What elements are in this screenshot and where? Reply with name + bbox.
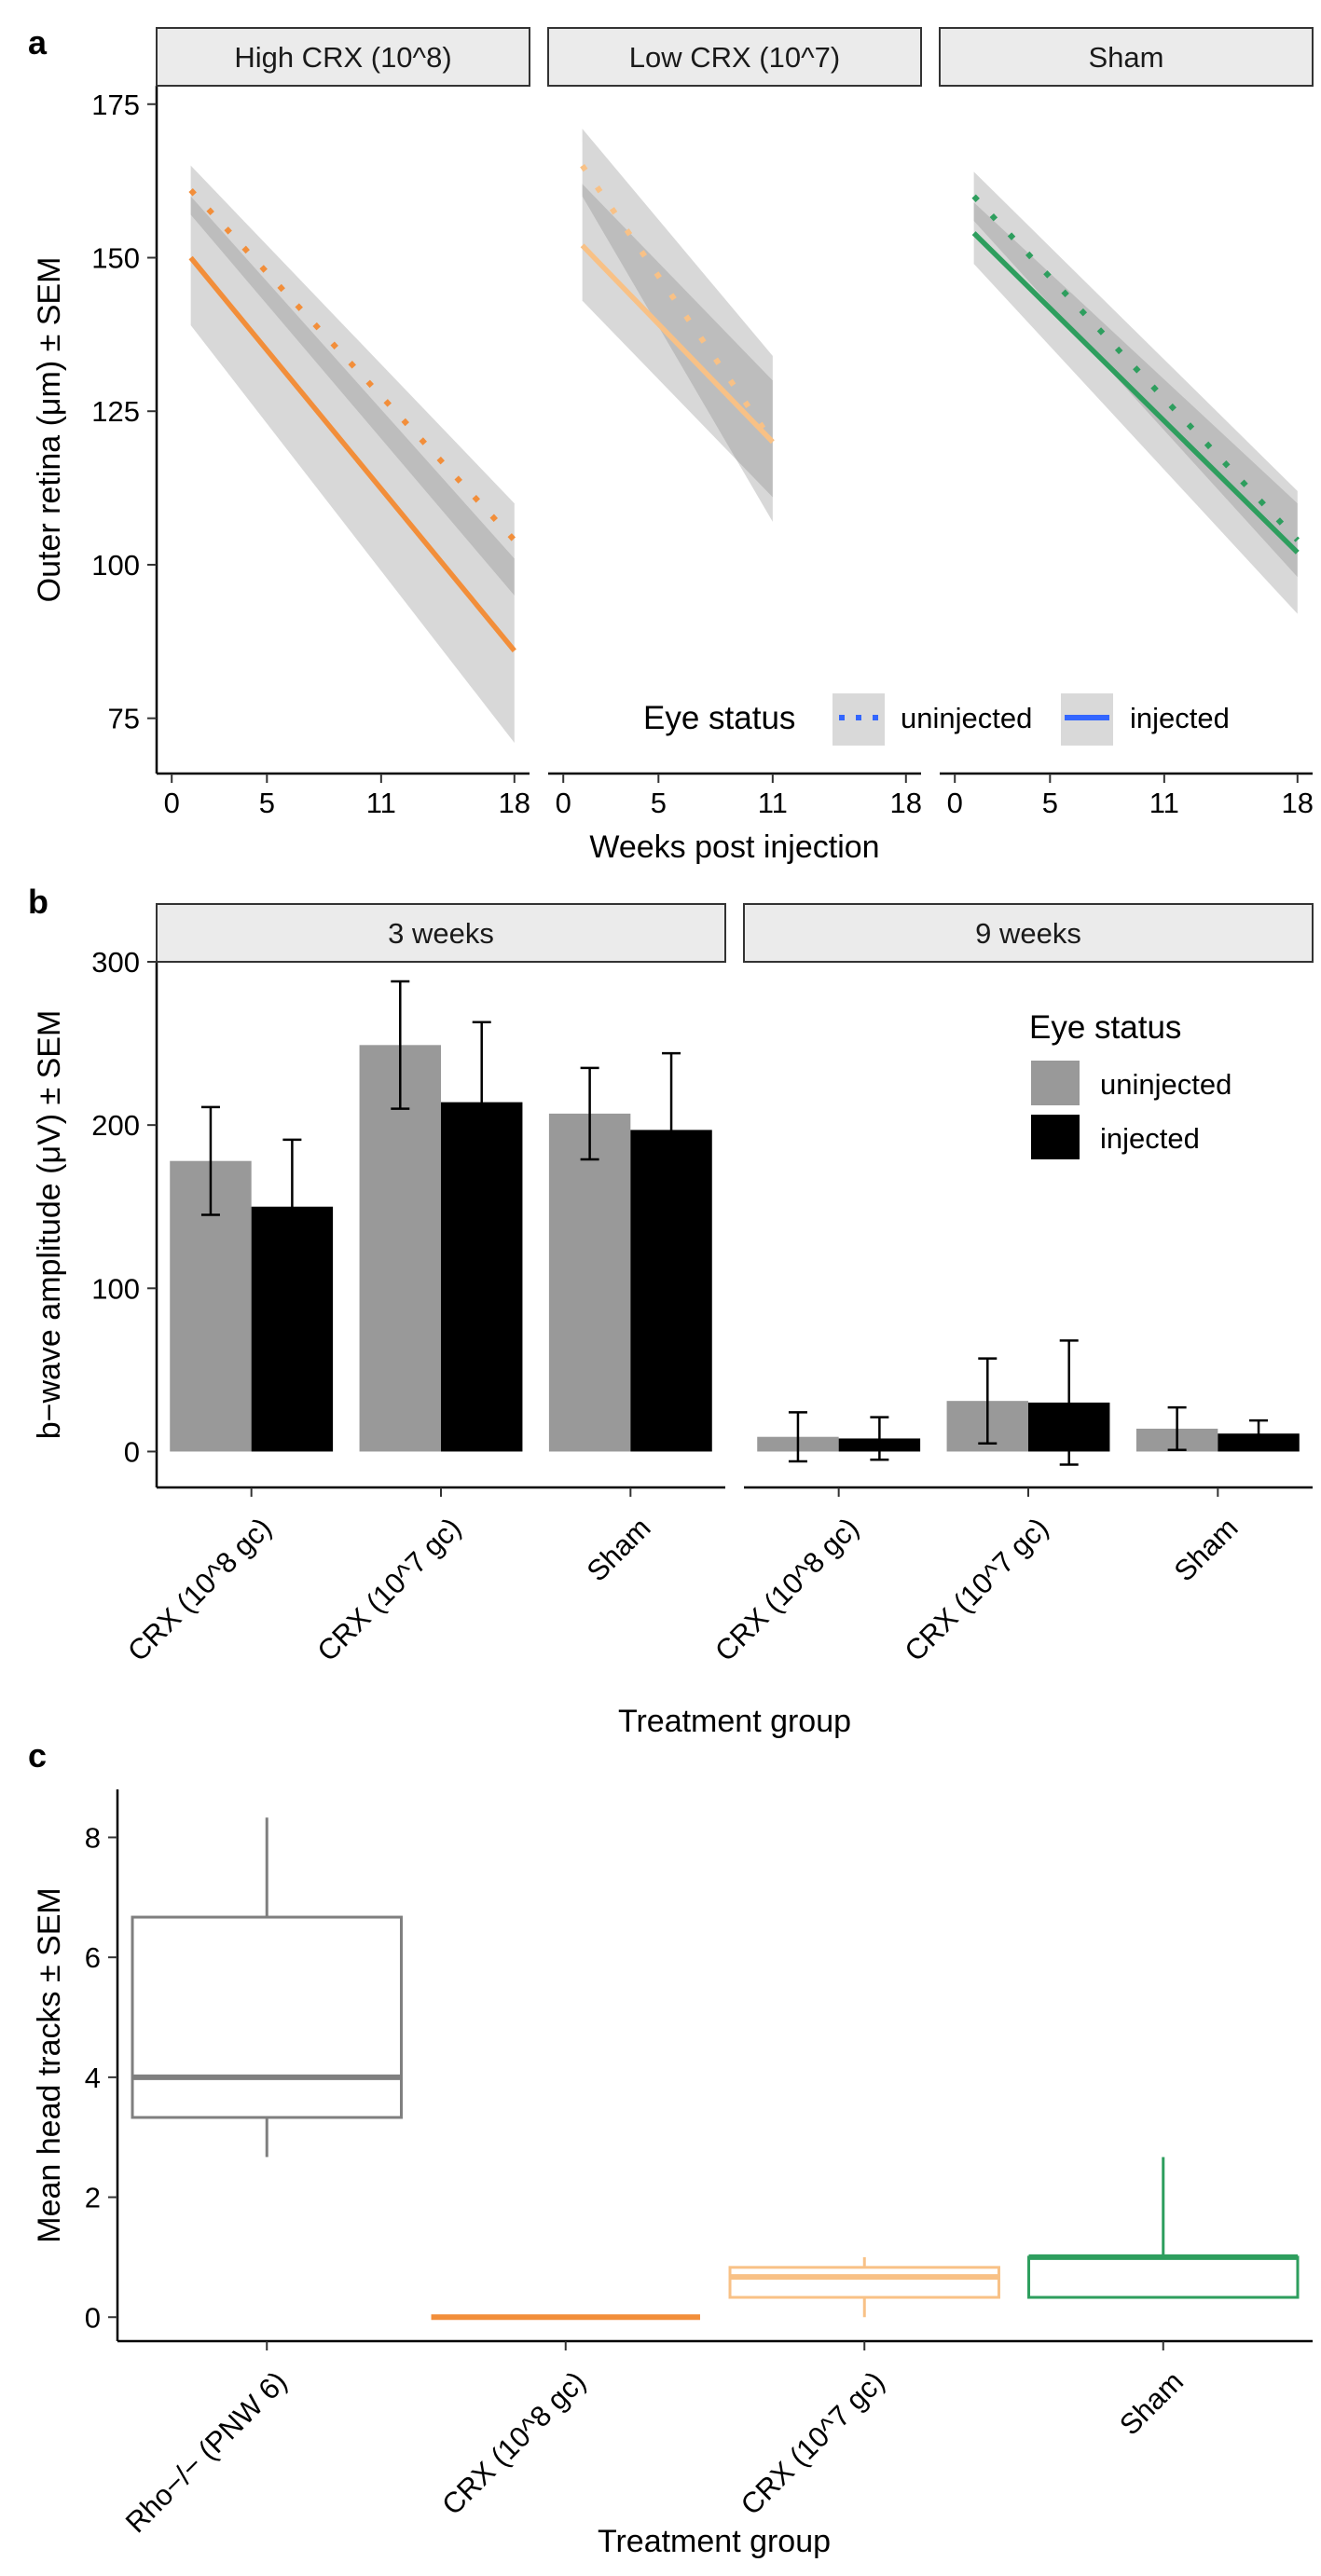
panel-a-x-tick-label: 11	[366, 787, 396, 819]
panel-b-y-tick-label: 0	[124, 1435, 140, 1468]
panel-c-x-tick-label: Sham	[1113, 2365, 1190, 2442]
panel-c-y-tick-label: 2	[85, 2182, 101, 2214]
panel-letter-b: b	[28, 883, 48, 921]
panel-a-ribbon-injected	[973, 202, 1298, 614]
panel-b-x-tick-label: CRX (10^7 gc)	[310, 1512, 467, 1668]
panel-c-x-tick-label: CRX (10^8 gc)	[435, 2365, 592, 2522]
panel-b-x-tick-label: Sham	[1168, 1512, 1245, 1588]
panel-a-ribbon-uninjected	[190, 165, 515, 596]
panel-b-legend-title: Eye status	[1029, 1009, 1181, 1046]
panel-a-x-tick-label: 5	[1042, 787, 1058, 819]
panel-a-line-uninjected	[580, 163, 776, 444]
panel-a-x-tick-label: 5	[651, 787, 667, 819]
panel-a-legend-label-uninjected: uninjected	[901, 702, 1032, 734]
panel-b-facet-label: 9 weeks	[975, 917, 1081, 950]
panel-a-ribbon-uninjected	[973, 171, 1298, 578]
panel-a-x-tick-label: 0	[164, 787, 180, 819]
panel-a-y-axis-label: Outer retina (μm) ± SEM	[32, 257, 67, 603]
panel-c: 0 2 4 6 8 Mean head tracks ± SEM Treatment gro…	[32, 1789, 1313, 2559]
panel-a-facet-strip	[939, 27, 1314, 87]
panel-a-facet-label: High CRX (10^8)	[234, 41, 451, 74]
panel-a-legend-label-injected: injected	[1130, 702, 1230, 734]
panel-b-bar-uninjected	[359, 1045, 441, 1452]
panel-b-facet-strip	[743, 903, 1314, 963]
panel-a-x-tick-label: 18	[1282, 787, 1314, 819]
panel-a-x-tick-label: 0	[556, 787, 571, 819]
panel-a-x-tick-label: 0	[947, 787, 963, 819]
panel-b-facet-strip	[156, 903, 726, 963]
panel-b-y-axis-label: b−wave amplitude (μV) ± SEM	[32, 1010, 67, 1440]
panel-b-y-tick-label: 300	[91, 946, 140, 979]
panel-a-facet-label: Sham	[1089, 41, 1164, 74]
panel-b-legend-label-injected: injected	[1100, 1122, 1200, 1155]
panel-a-x-axis-label: Weeks post injection	[589, 829, 879, 865]
panel-a: 75 100 125 150 175 Outer retina (μm) ± SEM Wee…	[32, 27, 1314, 865]
panel-c-x-tick-label: Rho−/− (PNW 6)	[119, 2365, 294, 2540]
panel-c-y-axis-label: Mean head tracks ± SEM	[32, 1887, 67, 2243]
panel-b-legend-key-uninjected	[1031, 1061, 1080, 1105]
panel-a-y-tick-label: 75	[108, 703, 140, 735]
panel-a-x-tick-label: 5	[259, 787, 275, 819]
panel-a-line-uninjected	[188, 187, 516, 542]
panel-b-x-tick-label: CRX (10^8 gc)	[121, 1512, 278, 1668]
panel-b: 0 100 200 300 b−wave amplitude (μV) ± SEM Tre…	[32, 903, 1314, 1739]
panel-b-x-tick-label: Sham	[581, 1512, 657, 1588]
panel-b-legend-label-uninjected: uninjected	[1100, 1068, 1232, 1101]
panel-b-y-tick-label: 200	[91, 1109, 140, 1142]
panel-a-facet-strip	[156, 27, 530, 87]
panel-c-box	[131, 1915, 403, 2119]
panel-a-facet-strip	[547, 27, 922, 87]
panel-c-box	[728, 2266, 1000, 2299]
panel-a-ribbon-injected	[190, 196, 515, 744]
panel-b-legend-key-injected	[1031, 1115, 1080, 1159]
panel-c-box	[1027, 2255, 1300, 2299]
panel-b-x-axis-label: Treatment group	[618, 1704, 851, 1739]
panel-a-y-tick-label: 125	[91, 395, 140, 428]
panel-b-bar-uninjected	[548, 1113, 631, 1452]
panel-c-y-tick-label: 8	[85, 1821, 101, 1854]
panel-a-ribbon-uninjected	[582, 129, 773, 522]
panel-c-y-tick-label: 0	[85, 2301, 101, 2334]
panel-a-facet-label: Low CRX (10^7)	[629, 41, 840, 74]
panel-b-x-tick-label: CRX (10^7 gc)	[898, 1512, 1054, 1668]
panel-a-x-tick-label: 18	[890, 787, 922, 819]
panel-a-line-uninjected	[971, 194, 1300, 542]
panel-a-x-tick-label: 11	[758, 787, 788, 819]
panel-a-y-tick-label: 100	[91, 549, 140, 582]
panel-c-x-tick-label: CRX (10^7 gc)	[735, 2365, 891, 2522]
panel-letter-a: a	[28, 23, 48, 62]
panel-a-legend-title: Eye status	[643, 700, 795, 736]
panel-b-facet-label: 3 weeks	[388, 917, 494, 950]
panel-c-y-tick-label: 4	[85, 2062, 101, 2094]
panel-a-x-tick-label: 18	[499, 787, 530, 819]
panel-b-y-tick-label: 100	[91, 1272, 140, 1305]
panel-a-line-injected	[580, 243, 775, 445]
panel-a-y-tick-label: 175	[91, 89, 140, 121]
panel-a-y-tick-label: 150	[91, 242, 140, 275]
panel-a-line-injected	[188, 255, 516, 652]
panel-a-line-injected	[971, 231, 1300, 555]
panel-c-x-axis-label: Treatment group	[598, 2524, 831, 2559]
panel-b-x-tick-label: CRX (10^8 gc)	[709, 1512, 865, 1668]
panel-c-y-tick-label: 6	[85, 1941, 101, 1974]
panel-a-x-tick-label: 11	[1149, 787, 1179, 819]
panel-letter-c: c	[28, 1736, 47, 1774]
